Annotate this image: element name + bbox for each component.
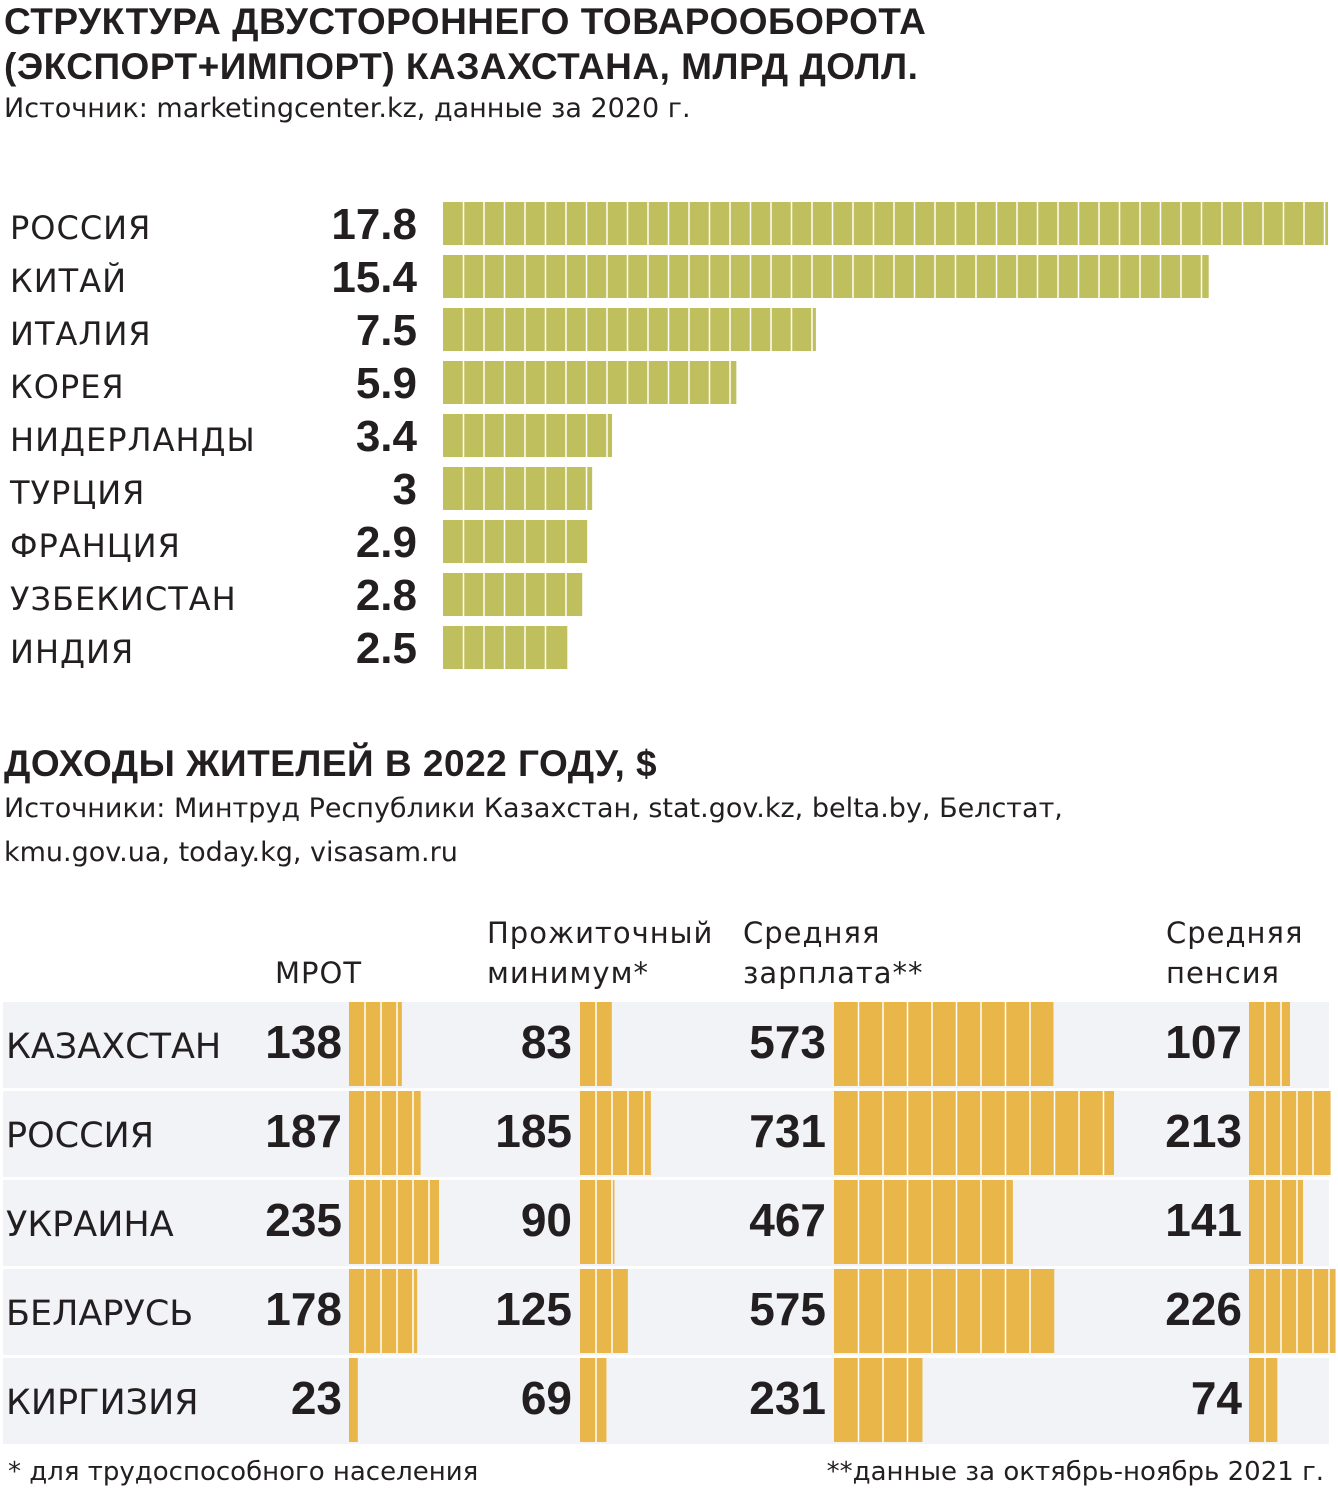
income-column-header: минимум* [487,956,649,990]
income-bar [834,1269,1055,1353]
trade-country-label: КИТАЙ [10,262,127,300]
income-bar [834,1091,1114,1175]
income-column-header: Средняя [1166,916,1303,950]
trade-value-label: 2.8 [356,571,417,620]
trade-bar [443,520,588,563]
trade-value-label: 3 [393,465,417,514]
income-value-label: 138 [265,1016,342,1068]
income-value-label: 187 [265,1105,342,1157]
income-country-label: УКРАИНА [6,1205,174,1245]
income-value-label: 226 [1165,1283,1242,1335]
trade-bar [443,202,1328,245]
trade-bar [443,414,613,457]
trade-country-label: НИДЕРЛАНДЫ [10,421,256,459]
trade-country-label: КОРЕЯ [10,368,125,406]
trade-value-label: 7.5 [356,306,417,355]
income-bar [1249,1269,1336,1353]
income-value-label: 231 [749,1372,826,1424]
income-row-band [3,1358,1329,1444]
income-bar [580,1180,615,1264]
trade-title-line1: СТРУКТУРА ДВУСТОРОННЕГО ТОВАРООБОРОТА [4,1,927,42]
income-value-label: 83 [521,1016,572,1068]
income-bar [1249,1358,1278,1442]
trade-bar [443,308,816,351]
income-bar [349,1180,440,1264]
trade-value-label: 5.9 [356,359,417,408]
income-source-line1: Источники: Минтруд Республики Казахстан,… [4,793,1063,824]
income-column-header: Средняя [743,916,880,950]
income-column-header: МРОТ [275,956,362,990]
trade-bar [443,255,1209,298]
trade-country-label: РОССИЯ [10,209,151,247]
trade-country-label: ФРАНЦИЯ [10,527,181,565]
income-chart: МРОТ Прожиточный минимум* Средняя зарплата**… [3,916,1336,1444]
income-value-label: 23 [291,1372,342,1424]
income-value-label: 74 [1191,1372,1243,1424]
income-row-band [3,1091,1329,1177]
trade-value-label: 17.8 [331,200,417,249]
income-row-band [3,1269,1329,1355]
trade-country-label: ТУРЦИЯ [9,474,145,512]
income-value-label: 178 [265,1283,342,1335]
trade-bar [443,361,737,404]
income-value-label: 69 [521,1372,572,1424]
trade-title-line2: (ЭКСПОРТ+ИМПОРТ) КАЗАХСТАНА, МЛРД ДОЛЛ. [4,46,919,87]
income-bar [1249,1091,1331,1175]
income-value-label: 107 [1165,1016,1242,1068]
income-country-label: КИРГИЗИЯ [6,1383,199,1423]
income-country-label: КАЗАХСТАН [6,1027,221,1067]
trade-value-label: 2.9 [356,518,417,567]
income-value-label: 141 [1165,1194,1242,1246]
income-bar [349,1358,358,1442]
trade-country-label: ИТАЛИЯ [10,315,152,353]
income-column-header: зарплата** [743,956,924,990]
trade-chart: РОССИЯ 17.8 КИТАЙ 15.4 ИТАЛИЯ 7.5 КОРЕЯ 5.9 НИДЕ… [9,200,1328,673]
income-bar [834,1002,1054,1086]
income-bar [349,1091,421,1175]
income-column-header: Прожиточный [487,916,713,950]
trade-value-label: 3.4 [356,412,418,461]
income-bar [580,1269,628,1353]
income-value-label: 235 [265,1194,342,1246]
footnote-period: **данные за октябрь-ноябрь 2021 г. [826,1457,1324,1487]
trade-value-label: 2.5 [356,624,417,673]
income-bar [834,1358,923,1442]
trade-bar [443,467,593,510]
income-value-label: 125 [495,1283,572,1335]
income-value-label: 90 [521,1194,572,1246]
income-bar [349,1002,402,1086]
footnote-working-age: * для трудоспособного населения [8,1457,479,1487]
income-value-label: 731 [749,1105,826,1157]
income-value-label: 467 [749,1194,826,1246]
trade-value-label: 15.4 [331,253,417,302]
income-bar [580,1091,651,1175]
income-title: ДОХОДЫ ЖИТЕЛЕЙ В 2022 ГОДУ, $ [4,743,658,784]
income-row-band [3,1002,1329,1088]
income-bar [349,1269,418,1353]
trade-country-label: ИНДИЯ [10,633,134,671]
income-value-label: 213 [1165,1105,1242,1157]
income-value-label: 575 [749,1283,826,1335]
income-value-label: 573 [749,1016,826,1068]
income-source-line2: kmu.gov.ua, today.kg, visasam.ru [4,837,458,868]
income-bar [580,1358,607,1442]
trade-bar [443,573,583,616]
income-bar [1249,1180,1304,1264]
trade-source: Источник: marketingcenter.kz, данные за … [4,93,691,124]
trade-country-label: УЗБЕКИСТАН [10,580,237,618]
income-bar [1249,1002,1290,1086]
income-value-label: 185 [495,1105,572,1157]
income-column-header: пенсия [1166,956,1280,990]
income-country-label: БЕЛАРУСЬ [6,1294,193,1334]
income-row-band [3,1180,1329,1266]
income-country-label: РОССИЯ [6,1116,154,1156]
income-bar [834,1180,1013,1264]
